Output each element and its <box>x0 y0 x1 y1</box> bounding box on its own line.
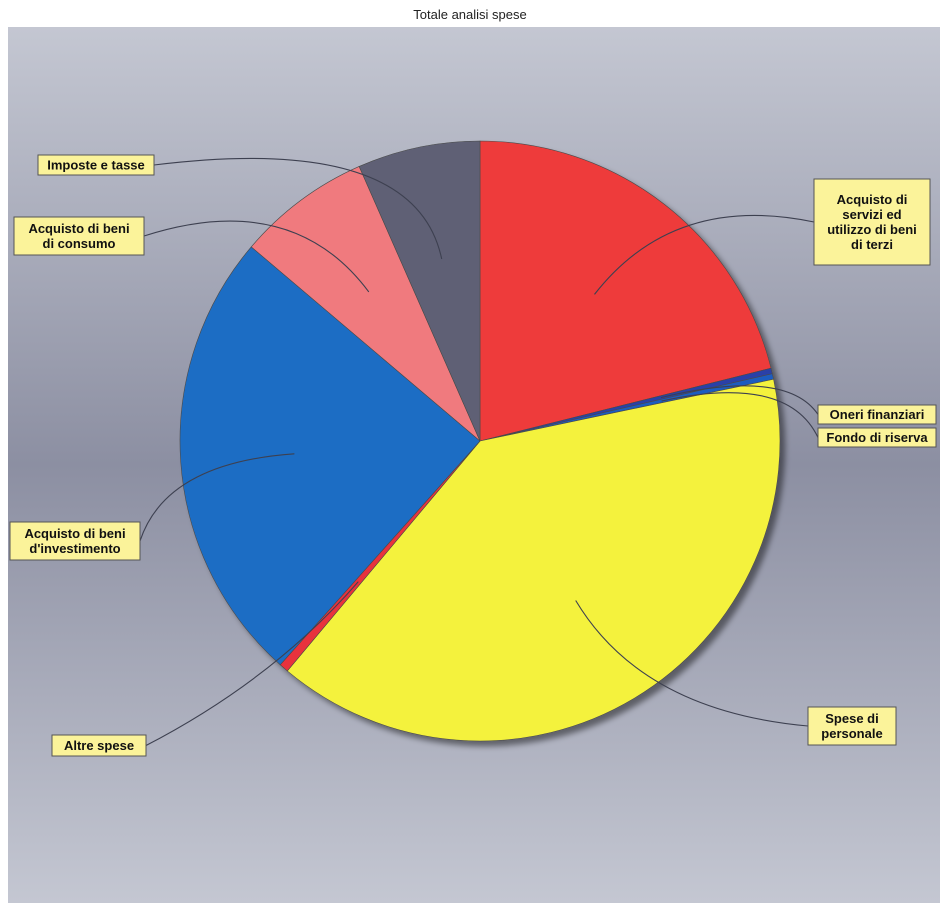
pie-slice-imposte-e-tasse <box>358 140 481 442</box>
slice-label-text: Acquisto di beni <box>24 526 125 541</box>
slice-label-box <box>51 734 147 757</box>
leader-line-imposte-e-tasse <box>153 157 443 260</box>
pie-slice-acquisto-di-beni-di-consumo <box>250 166 481 442</box>
pie-slice-acquisto-di-beni-d-investimento <box>179 246 481 666</box>
chart-title: Totale analisi spese <box>413 7 527 22</box>
slice-label-text: d'investimento <box>29 541 120 556</box>
slice-label-imposte-e-tasse: Imposte e tasse <box>37 154 155 176</box>
slice-label-box <box>9 521 141 561</box>
slice-label-box <box>817 427 937 448</box>
slice-label-text: Fondo di riserva <box>826 430 928 445</box>
slice-label-text: Oneri finanziari <box>830 407 925 422</box>
slice-label-box <box>13 216 145 256</box>
slice-label-text: Spese di <box>825 711 878 726</box>
leader-line-oneri-finanziari <box>660 385 819 415</box>
slice-label-box <box>817 404 937 425</box>
slice-label-text: personale <box>821 726 882 741</box>
slice-label-text: Imposte e tasse <box>47 158 145 173</box>
slice-label-box <box>37 154 155 176</box>
slice-label-text: Acquisto di beni <box>28 221 129 236</box>
slice-label-text: di terzi <box>851 237 893 252</box>
leader-line-acquisto-di-beni-d-investimento <box>139 453 295 542</box>
slice-label-fondo-di-riserva: Fondo di riserva <box>817 427 937 448</box>
slice-label-text: utilizzo di beni <box>827 222 917 237</box>
leader-line-acquisto-di-servizi-ed-utilizzo-di-beni-di-terzi <box>594 214 815 295</box>
slice-label-text: servizi ed <box>842 207 901 222</box>
slice-label-altre-spese: Altre spese <box>51 734 147 757</box>
leader-line-altre-spese <box>145 581 359 746</box>
slice-label-oneri-finanziari: Oneri finanziari <box>817 404 937 425</box>
leader-lines <box>139 157 819 746</box>
slice-label-text: Acquisto di <box>837 192 908 207</box>
slice-label-text: di consumo <box>43 236 116 251</box>
slice-label-box <box>807 706 897 746</box>
slice-label-box <box>813 178 931 266</box>
leader-line-fondo-di-riserva <box>661 392 819 438</box>
leader-line-spese-di-personale <box>575 600 809 727</box>
slice-label-text: Altre spese <box>64 738 134 753</box>
leader-line-acquisto-di-beni-di-consumo <box>143 220 370 293</box>
pie-slice-acquisto-di-servizi-ed-utilizzo-di-beni-di-terzi <box>479 140 772 442</box>
pie-slice-spese-di-personale <box>286 378 781 742</box>
pie-slices <box>179 140 781 742</box>
